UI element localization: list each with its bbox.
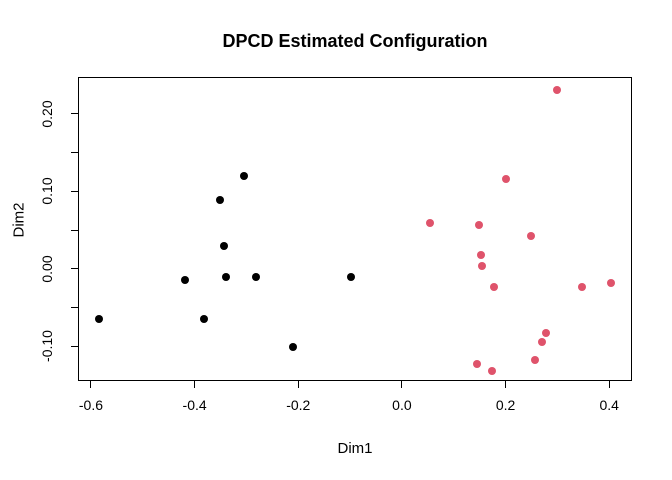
data-point-cluster-black [94,314,103,323]
x-axis-tick-label: -0.4 [182,397,207,413]
data-point-cluster-pink [577,283,586,292]
data-point-cluster-pink [542,329,551,338]
y-axis-tick [71,190,78,192]
data-point-cluster-black [289,343,298,352]
x-axis-tick-label: -0.2 [286,397,311,413]
data-point-cluster-pink [426,219,435,228]
y-axis-tick [71,268,78,270]
data-point-cluster-pink [490,283,499,292]
data-point-cluster-pink [488,366,497,375]
data-point-cluster-pink [527,232,536,241]
x-axis-tick-label: -0.6 [78,397,104,413]
data-point-cluster-black [221,273,230,282]
y-axis-tick [71,151,78,153]
x-axis-tick [608,381,610,388]
data-point-cluster-pink [474,220,483,229]
data-point-cluster-pink [553,86,562,95]
x-axis-label: Dim1 [337,440,373,457]
plot-area [78,77,632,381]
data-point-cluster-black [240,171,249,180]
x-axis-tick [90,381,92,388]
plot-title: DPCD Estimated Configuration [222,31,488,51]
x-axis-tick [401,381,403,388]
data-point-cluster-black [346,272,355,281]
data-point-cluster-pink [607,278,616,287]
data-point-cluster-pink [531,356,540,365]
x-axis-tick [194,381,196,388]
y-axis-tick [71,307,78,309]
data-point-cluster-black [199,314,208,323]
x-axis-tick-label: 0.0 [392,397,412,413]
x-axis-tick-label: 0.2 [495,397,516,413]
x-axis-tick-label: 0.4 [599,397,619,413]
data-point-cluster-pink [473,359,482,368]
data-point-cluster-black [215,195,224,204]
y-axis-tick [71,345,78,347]
data-point-cluster-pink [538,337,547,346]
data-point-cluster-black [219,241,228,250]
data-point-cluster-pink [477,261,486,270]
data-point-cluster-black [181,276,190,285]
x-axis-tick [297,381,299,388]
data-point-cluster-pink [501,174,510,183]
data-point-cluster-pink [476,250,485,259]
x-axis-tick [505,381,507,388]
y-axis-tick [71,113,78,115]
data-point-cluster-black [251,273,260,282]
y-axis-tick [71,229,78,231]
